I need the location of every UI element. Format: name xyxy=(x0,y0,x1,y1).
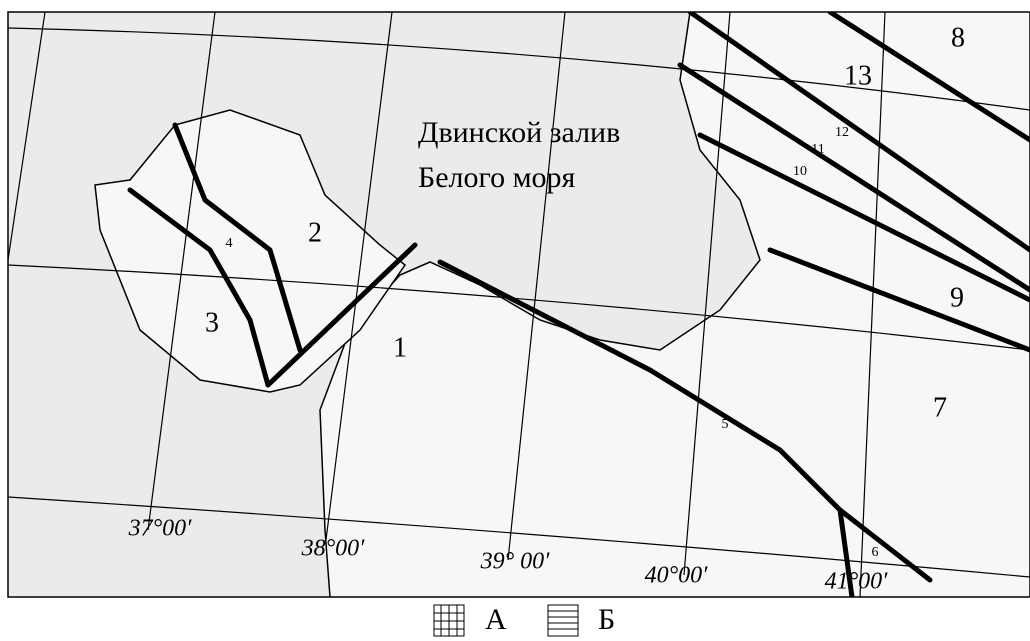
legend-label: Б xyxy=(598,603,615,636)
longitude-label: 39° 00′ xyxy=(480,549,551,575)
zone-label: 11 xyxy=(811,142,824,157)
longitude-label: 37°00′ xyxy=(128,516,193,542)
zone-label: 12 xyxy=(835,125,849,140)
zone-label: 7 xyxy=(933,392,947,423)
legend-a-icon xyxy=(434,605,464,636)
bay-label: Двинской залив xyxy=(418,116,620,149)
longitude-label: 41°00′ xyxy=(825,569,889,595)
legend-label: А xyxy=(485,603,507,636)
zone-label: 6 xyxy=(872,545,879,560)
zone-label: 1 xyxy=(393,332,407,363)
zone-label: 3 xyxy=(205,307,219,338)
zone-label: 2 xyxy=(308,217,322,248)
zone-label: 8 xyxy=(951,22,965,53)
zone-label: 10 xyxy=(793,164,807,179)
zone-label: 5 xyxy=(722,417,729,432)
zone-label: 13 xyxy=(844,60,872,91)
map: Двинской заливБелого моря123456789101112… xyxy=(0,0,1030,641)
longitude-label: 38°00′ xyxy=(301,536,366,562)
longitude-label: 40°00′ xyxy=(645,563,709,589)
zone-label: 4 xyxy=(226,236,233,251)
bay-label: Белого моря xyxy=(418,161,576,194)
legend-b-icon xyxy=(548,605,578,636)
page: {"map": { "bay_lines": ["Двинской залив"… xyxy=(0,0,1030,641)
zone-label: 9 xyxy=(950,282,964,313)
